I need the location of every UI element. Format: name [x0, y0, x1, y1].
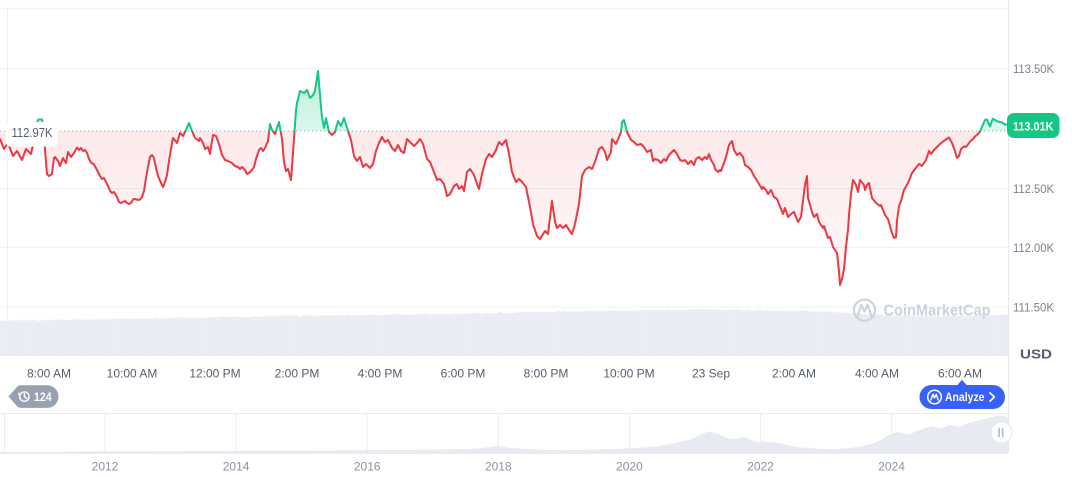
svg-text:2:00 AM: 2:00 AM	[772, 367, 816, 381]
svg-text:10:00 AM: 10:00 AM	[107, 367, 158, 381]
svg-text:2:00 PM: 2:00 PM	[275, 367, 320, 381]
svg-text:2012: 2012	[92, 460, 119, 474]
svg-text:2016: 2016	[354, 460, 381, 474]
svg-text:112.50K: 112.50K	[1013, 184, 1054, 196]
svg-text:112.00K: 112.00K	[1013, 243, 1054, 255]
svg-text:113.50K: 113.50K	[1013, 64, 1054, 76]
svg-text:4:00 PM: 4:00 PM	[358, 367, 403, 381]
svg-text:2020: 2020	[616, 460, 643, 474]
svg-text:8:00 PM: 8:00 PM	[524, 367, 569, 381]
svg-text:Analyze: Analyze	[945, 391, 985, 404]
svg-text:CoinMarketCap: CoinMarketCap	[884, 303, 991, 320]
svg-text:8:00 AM: 8:00 AM	[27, 367, 71, 381]
svg-text:23 Sep: 23 Sep	[692, 367, 730, 381]
svg-text:10:00 PM: 10:00 PM	[603, 367, 654, 381]
svg-text:6:00 PM: 6:00 PM	[441, 367, 486, 381]
svg-text:2022: 2022	[747, 460, 774, 474]
svg-text:6:00 AM: 6:00 AM	[938, 367, 982, 381]
svg-text:112.97K: 112.97K	[12, 126, 54, 140]
svg-text:12:00 PM: 12:00 PM	[189, 367, 240, 381]
svg-text:2014: 2014	[223, 460, 250, 474]
svg-text:124: 124	[34, 390, 52, 404]
svg-text:4:00 AM: 4:00 AM	[855, 367, 899, 381]
svg-text:2024: 2024	[878, 460, 905, 474]
svg-text:111.50K: 111.50K	[1013, 302, 1054, 314]
svg-text:2018: 2018	[485, 460, 512, 474]
svg-text:113.01K: 113.01K	[1013, 120, 1054, 134]
svg-text:USD: USD	[1020, 348, 1052, 362]
